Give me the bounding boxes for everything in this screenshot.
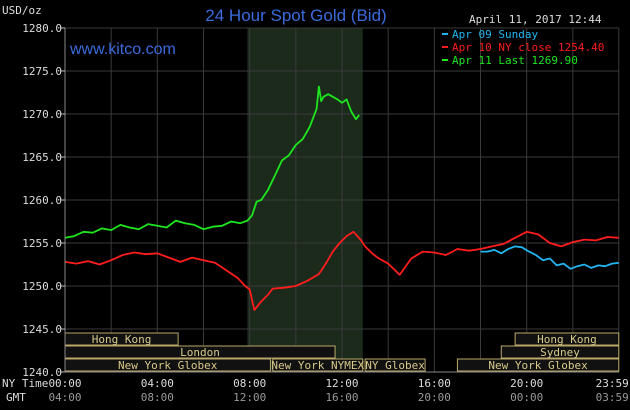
market-session-label: Hong Kong bbox=[537, 333, 597, 346]
market-session-bar bbox=[364, 358, 426, 372]
grid-lines bbox=[64, 27, 620, 373]
market-session-bar bbox=[272, 358, 364, 372]
legend-entry: Apr 10 NY close 1254.40 bbox=[452, 41, 604, 54]
series-line-last bbox=[64, 85, 361, 239]
legend-entry: Apr 11 Last 1269.90 bbox=[452, 54, 578, 67]
axes: 1240.0 1245.0 1250.0 1255.0 1260.0 1265.0 1270… bbox=[22, 22, 629, 404]
market-session-label: Hong Kong bbox=[92, 333, 152, 346]
y-tick-label: 1240.0 bbox=[22, 366, 62, 379]
x-tick-label-ny: 04:00 bbox=[141, 377, 174, 390]
gmt-row-label: GMT bbox=[6, 391, 26, 404]
x-tick-label-ny: 12:00 bbox=[325, 377, 358, 390]
y-tick-label: 1280.0 bbox=[22, 22, 62, 35]
x-tick-label-gmt: 00:00 bbox=[510, 391, 543, 404]
market-session-label: London bbox=[180, 346, 220, 359]
market-session-bar bbox=[456, 358, 620, 372]
market-session-bar bbox=[514, 332, 620, 346]
y-tick-label: 1260.0 bbox=[22, 194, 62, 207]
y-tick-label: 1270.0 bbox=[22, 108, 62, 121]
y-tick-label: 1250.0 bbox=[22, 280, 62, 293]
market-session-bar bbox=[500, 345, 620, 359]
x-tick-label-ny: 00:00 bbox=[48, 377, 81, 390]
y-tick-label: 1275.0 bbox=[22, 65, 62, 78]
series-lines bbox=[64, 85, 619, 312]
y-unit-label: USD/oz bbox=[2, 4, 42, 17]
series-line-ny-close bbox=[64, 230, 619, 312]
timestamp-label: April 11, 2017 12:44 bbox=[469, 13, 602, 26]
ny-time-row-label: NY Time bbox=[2, 377, 48, 390]
y-tick-label: 1245.0 bbox=[22, 323, 62, 336]
legend-entry: Apr 09 Sunday bbox=[452, 28, 538, 41]
x-tick-label-gmt: 20:00 bbox=[418, 391, 451, 404]
website-label: www.kitco.com bbox=[69, 41, 176, 58]
x-tick-label-ny: 23:59 bbox=[596, 377, 629, 390]
x-tick-label-ny: 08:00 bbox=[233, 377, 266, 390]
x-tick-label-ny: 16:00 bbox=[418, 377, 451, 390]
market-session-label: New York Globex bbox=[488, 359, 588, 372]
market-session-label: New York Globex bbox=[118, 359, 218, 372]
market-session-label: NY Globex bbox=[365, 359, 425, 372]
x-tick-label-gmt: 08:00 bbox=[141, 391, 174, 404]
chart-title: 24 Hour Spot Gold (Bid) bbox=[205, 6, 386, 25]
x-tick-label-gmt: 04:00 bbox=[48, 391, 81, 404]
x-tick-label-gmt: 03:59 bbox=[596, 391, 629, 404]
y-tick-label: 1265.0 bbox=[22, 151, 62, 164]
x-tick-label-gmt: 12:00 bbox=[233, 391, 266, 404]
market-session-label: New York NYMEX bbox=[271, 359, 364, 372]
market-session-label: Sydney bbox=[540, 346, 580, 359]
x-tick-label-gmt: 16:00 bbox=[325, 391, 358, 404]
series-line-sunday bbox=[480, 245, 619, 270]
y-tick-label: 1255.0 bbox=[22, 237, 62, 250]
x-tick-label-ny: 20:00 bbox=[510, 377, 543, 390]
